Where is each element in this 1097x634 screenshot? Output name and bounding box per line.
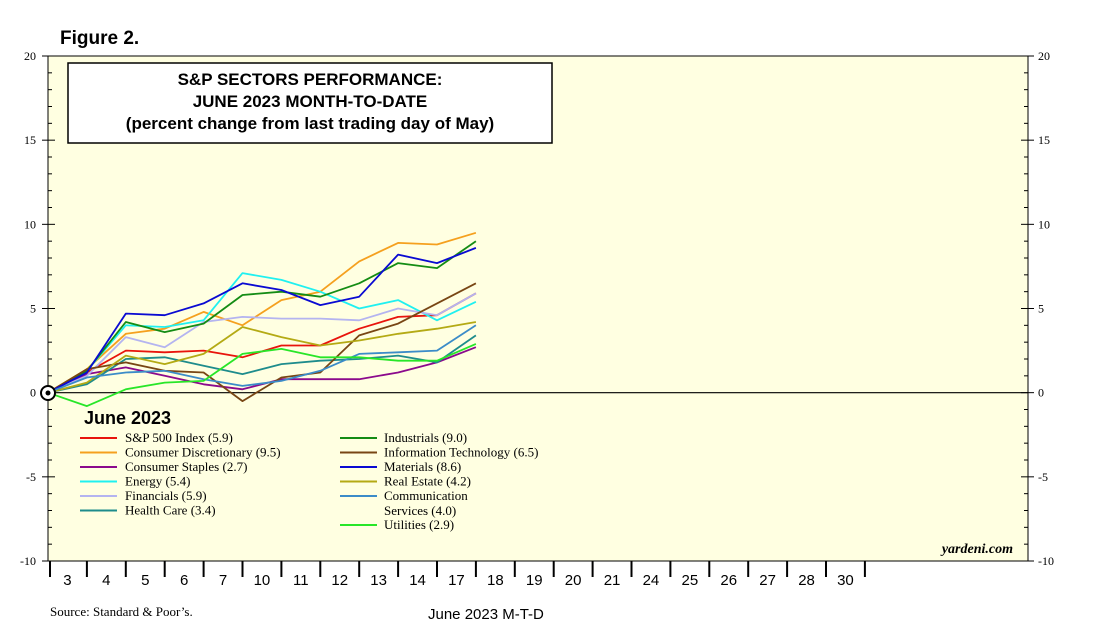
x-tick-label: 19 <box>526 572 543 589</box>
legend-label: Information Technology (6.5) <box>384 445 538 460</box>
y-tick-label-right: -5 <box>1038 470 1048 484</box>
x-axis: 3 4 5 6 7 10 11 12 13 14 17 18 19 20 21 24 25 26 27 28 30 <box>49 561 866 589</box>
legend-label: Real Estate (4.2) <box>384 474 471 489</box>
x-axis-label: June 2023 M-T-D <box>428 606 544 623</box>
x-tick-label: 11 <box>293 572 309 589</box>
y-axis-right: -10 -5 0 5 10 15 20 <box>1021 49 1054 568</box>
chart-title-box: S&P SECTORS PERFORMANCE: JUNE 2023 MONTH… <box>67 62 553 144</box>
figure-label: Figure 2. <box>60 28 140 49</box>
y-tick-label-left: -10 <box>20 554 36 568</box>
legend-label: Health Care (3.4) <box>125 503 216 518</box>
y-tick-label-right: 10 <box>1038 217 1050 231</box>
y-tick-label-right: 20 <box>1038 49 1050 63</box>
series-line-1 <box>47 231 477 394</box>
legend-label: Consumer Staples (2.7) <box>125 459 247 474</box>
legend-title: June 2023 <box>84 408 171 428</box>
legend-label: S&P 500 Index (5.9) <box>125 430 233 445</box>
x-tick-label: 12 <box>331 572 348 589</box>
y-tick-label-right: 15 <box>1038 133 1050 147</box>
legend: S&P 500 Index (5.9)Consumer Discretionar… <box>80 430 538 532</box>
legend-label: Utilities (2.9) <box>384 517 454 532</box>
series-line-9 <box>47 321 477 394</box>
y-tick-label-left: 5 <box>30 302 36 316</box>
x-tick-label: 18 <box>487 572 504 589</box>
y-tick-label-right: 0 <box>1038 386 1044 400</box>
x-tick-label: 25 <box>682 572 699 589</box>
y-tick-label-left: -5 <box>26 470 36 484</box>
y-tick-label-right: -10 <box>1038 554 1054 568</box>
legend-label: Materials (8.6) <box>384 459 461 474</box>
x-tick-label: 4 <box>102 572 110 589</box>
x-tick-label: 27 <box>759 572 776 589</box>
y-tick-label-right: 5 <box>1038 302 1044 316</box>
y-tick-label-left: 0 <box>30 386 36 400</box>
x-tick-label: 6 <box>180 572 188 589</box>
series-lines <box>47 231 477 408</box>
series-line-3 <box>47 272 477 394</box>
legend-label: Financials (5.9) <box>125 488 207 503</box>
series-line-7 <box>47 282 477 403</box>
x-tick-label: 30 <box>837 572 854 589</box>
x-tick-label: 14 <box>409 572 426 589</box>
x-tick-label: 5 <box>141 572 149 589</box>
y-tick-label-left: 10 <box>24 217 36 231</box>
legend-label: Consumer Discretionary (9.5) <box>125 445 281 460</box>
chart-title-line-3: (percent change from last trading day of… <box>126 114 494 133</box>
source-note: Source: Standard & Poor’s. <box>50 604 193 619</box>
x-tick-label: 17 <box>448 572 465 589</box>
series-line-11 <box>47 343 477 408</box>
series-line-8 <box>47 247 477 394</box>
x-tick-label: 3 <box>63 572 71 589</box>
chart-title-line-2: JUNE 2023 MONTH-TO-DATE <box>193 92 428 111</box>
x-tick-label: 7 <box>219 572 227 589</box>
legend-label: Industrials (9.0) <box>384 430 467 445</box>
legend-label: Services (4.0) <box>384 503 456 518</box>
series-line-4 <box>47 292 477 394</box>
watermark: yardeni.com <box>940 542 1013 557</box>
x-tick-label: 13 <box>370 572 387 589</box>
y-tick-label-left: 15 <box>24 133 36 147</box>
x-tick-label: 10 <box>254 572 271 589</box>
x-tick-label: 20 <box>565 572 582 589</box>
origin-marker <box>40 385 56 401</box>
y-tick-label-left: 20 <box>24 49 36 63</box>
series-line-6 <box>47 240 477 394</box>
x-tick-label: 24 <box>643 572 660 589</box>
x-tick-label: 28 <box>798 572 815 589</box>
x-tick-label: 21 <box>604 572 621 589</box>
chart-title-line-1: S&P SECTORS PERFORMANCE: <box>178 70 443 89</box>
x-tick-label: 26 <box>720 572 737 589</box>
y-axis-left: -10 -5 0 5 10 15 20 <box>20 49 55 568</box>
legend-label: Communication <box>384 488 468 503</box>
series-line-10 <box>47 324 477 394</box>
legend-label: Energy (5.4) <box>125 474 190 489</box>
